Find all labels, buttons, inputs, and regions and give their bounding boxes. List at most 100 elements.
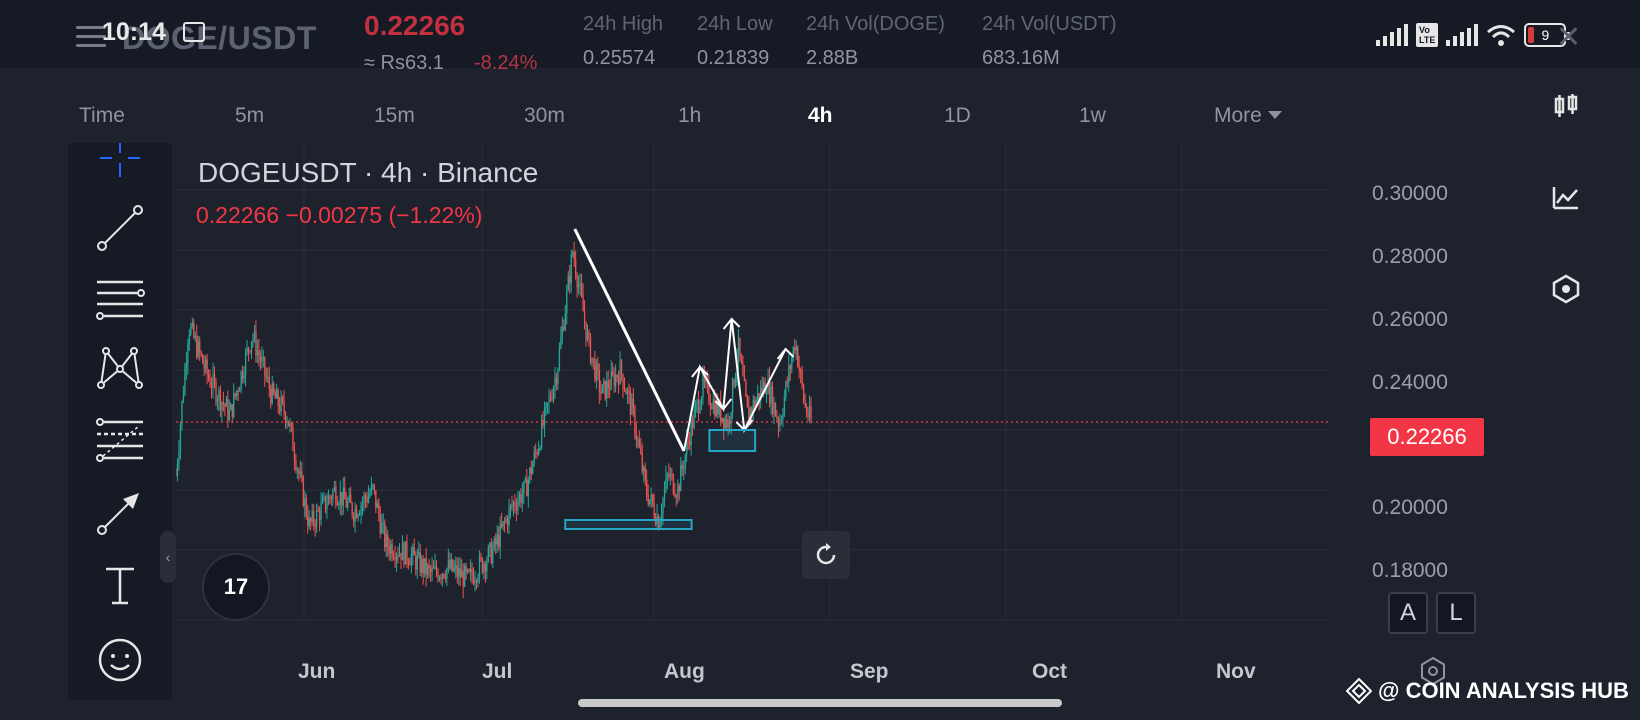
price-chart[interactable] <box>175 143 1490 700</box>
candle-body <box>561 326 564 338</box>
auto-scale-button[interactable]: A <box>1388 592 1428 634</box>
candle-body <box>422 559 424 574</box>
battery-icon: 9 <box>1524 23 1571 47</box>
candle-body <box>652 494 654 504</box>
tab-1d[interactable]: 1D <box>944 104 971 127</box>
candle-body <box>475 580 478 583</box>
candle-body <box>176 463 179 476</box>
pair-title[interactable]: DOGE/USDT <box>122 20 317 56</box>
candle-body <box>447 560 450 569</box>
crosshair-icon[interactable] <box>94 143 146 179</box>
candle-body <box>659 520 661 530</box>
candle-body <box>650 494 652 500</box>
candle-body <box>471 568 473 577</box>
candle-body <box>202 354 204 364</box>
arrow-head <box>776 347 795 360</box>
candle-body <box>369 493 371 496</box>
candle-body <box>612 371 614 375</box>
tab-time[interactable]: Time <box>79 104 125 127</box>
candle-body <box>372 484 374 486</box>
candle-body <box>592 357 595 359</box>
candle-body <box>506 518 509 526</box>
chart-area[interactable] <box>175 143 1490 700</box>
candle-body <box>798 366 800 370</box>
candle-body <box>717 400 719 415</box>
candle-body <box>185 363 188 369</box>
candle-body <box>418 552 420 556</box>
candle-body <box>431 567 433 573</box>
home-indicator[interactable] <box>578 699 1062 707</box>
tab-4h[interactable]: 4h <box>808 104 833 127</box>
candle-body <box>490 543 492 563</box>
candle-body <box>314 523 316 527</box>
tab-more[interactable]: More <box>1214 104 1282 128</box>
candle-body <box>705 379 707 382</box>
horizontal-lines-icon[interactable] <box>94 275 146 325</box>
candle-body <box>720 400 722 422</box>
candle-body <box>360 505 362 514</box>
candle-body <box>539 447 541 449</box>
candle-body <box>634 407 636 434</box>
pattern-icon[interactable] <box>94 343 146 393</box>
candle-body <box>209 378 211 387</box>
candle-body <box>777 419 780 427</box>
menu-icon[interactable] <box>76 26 106 50</box>
candle-body <box>259 356 262 362</box>
indicators-icon[interactable] <box>1536 184 1596 212</box>
trend-line-icon[interactable] <box>94 203 146 253</box>
candle-body <box>694 404 697 411</box>
candle-body <box>623 388 626 391</box>
candle-body <box>438 577 441 580</box>
candle-body <box>425 558 427 575</box>
object-tree-icon[interactable] <box>1536 274 1596 304</box>
candle-body <box>363 495 365 503</box>
candle-body <box>394 557 396 561</box>
candle-body <box>557 369 559 385</box>
fib-retracement-icon[interactable] <box>94 415 146 465</box>
candle-body <box>533 451 535 464</box>
candle-body <box>366 498 368 503</box>
arrow-head <box>714 398 733 411</box>
close-icon[interactable]: ✕ <box>1556 21 1582 54</box>
candle-body <box>307 515 309 527</box>
candle-body <box>292 427 294 451</box>
candle-body <box>702 373 704 398</box>
arrow-tool-icon[interactable] <box>94 487 146 537</box>
candle-body <box>504 521 506 523</box>
candle-body <box>320 503 322 521</box>
candle-body <box>200 351 202 355</box>
tradingview-logo[interactable]: 17 <box>202 553 270 621</box>
candle-body <box>740 355 743 364</box>
reset-chart-button[interactable] <box>802 531 850 579</box>
candle-body <box>626 390 629 395</box>
collapse-toolbar-handle[interactable]: ‹ <box>160 531 176 583</box>
tab-1h[interactable]: 1h <box>678 104 702 127</box>
candle-body <box>388 547 390 554</box>
text-tool-icon[interactable] <box>94 561 146 611</box>
candle-body <box>672 474 675 494</box>
candle-body <box>514 502 516 508</box>
candle-body <box>657 515 660 530</box>
candle-body <box>783 396 786 415</box>
tab-1w[interactable]: 1w <box>1079 104 1106 127</box>
candle-body <box>187 344 189 364</box>
tab-15m[interactable]: 15m <box>374 104 415 127</box>
tab-30m[interactable]: 30m <box>524 104 565 127</box>
emoji-icon[interactable] <box>94 635 146 685</box>
candle-body <box>350 495 352 504</box>
candlestick-icon[interactable] <box>1536 92 1596 120</box>
candle-body <box>804 400 806 407</box>
candle-body <box>446 568 448 579</box>
tab-5m[interactable]: 5m <box>235 104 265 127</box>
candle-body <box>622 374 624 389</box>
candle-body <box>271 383 273 404</box>
candle-body <box>560 337 562 349</box>
chart-settings-icon[interactable] <box>1418 656 1448 691</box>
candle-body <box>582 295 584 312</box>
status-time: 10:14 <box>102 18 166 46</box>
log-scale-button[interactable]: L <box>1436 592 1476 634</box>
candle-body <box>224 404 226 407</box>
candle-body <box>327 496 330 505</box>
candle-body <box>499 523 501 548</box>
candle-body <box>449 560 451 569</box>
